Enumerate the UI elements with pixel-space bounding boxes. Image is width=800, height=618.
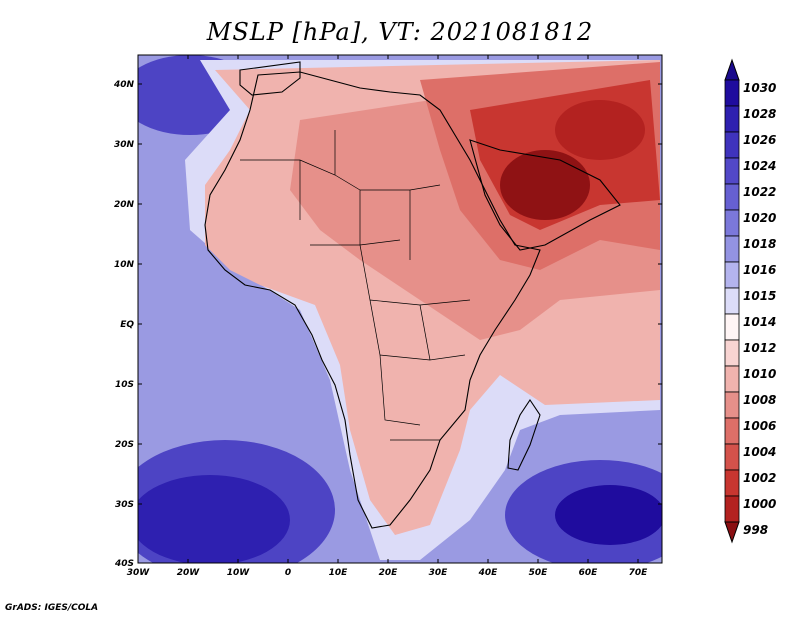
colorbar-label: 1020	[743, 211, 776, 225]
colorbar-label: 1028	[743, 107, 776, 121]
arabia-coast	[469, 139, 621, 251]
lon-label: 50E	[529, 568, 549, 578]
lon-label: 20E	[379, 568, 399, 578]
colorbar-swatch	[724, 417, 740, 445]
madagascar-coast	[507, 399, 541, 471]
colorbar-swatch	[724, 157, 740, 185]
colorbar-label: 1016	[743, 263, 776, 277]
country-borders	[240, 130, 471, 441]
colorbar-swatch	[724, 79, 740, 107]
colorbar-label: 1010	[743, 367, 776, 381]
lon-label: 40E	[478, 568, 499, 578]
colorbar-label: 1026	[743, 133, 776, 147]
lat-label: 30N	[114, 140, 135, 150]
axis-ticks: 30W 20W 10W 0 10E 20E 30E 40E 50E 60E 70E 40N 30N 20N…	[113, 55, 662, 578]
lon-label: 10W	[227, 568, 251, 578]
colorbar-swatch	[724, 209, 740, 237]
colorbar-label: 998	[743, 523, 768, 537]
colorbar-label: 1018	[743, 237, 776, 251]
colorbar-label: 1015	[743, 289, 776, 303]
iberia-coast	[239, 61, 301, 96]
colorbar-label: 1012	[743, 341, 776, 355]
lat-label: EQ	[120, 320, 134, 330]
lat-label: 40S	[114, 559, 134, 569]
colorbar-label: 1002	[743, 471, 776, 485]
lon-label: 70E	[629, 568, 649, 578]
colorbar-label: 1024	[743, 159, 776, 173]
colorbar-label: 1014	[743, 315, 776, 329]
lon-label: 10E	[329, 568, 349, 578]
colorbar-swatch	[724, 365, 740, 393]
coastlines	[204, 61, 621, 529]
colorbar-swatch	[724, 391, 740, 419]
lon-label: 20W	[177, 568, 201, 578]
africa-coast	[204, 71, 541, 529]
credit-text: GrADS: IGES/COLA	[5, 603, 99, 613]
iran-low	[555, 100, 645, 160]
colorbar-label: 1008	[743, 393, 776, 407]
heat-low-core	[500, 150, 590, 220]
lat-label: 10S	[115, 380, 134, 390]
colorbar-swatch	[724, 287, 740, 315]
lat-label: 10N	[114, 260, 135, 270]
colorbar: 1030 1028 1026 1024 1022 1020 1018 1016 1015 1014…	[724, 58, 776, 544]
pressure-field	[138, 55, 662, 563]
colorbar-label: 1022	[743, 185, 776, 199]
colorbar-swatch	[724, 495, 740, 523]
colorbar-swatch	[724, 313, 740, 341]
chart-title: MSLP [hPa], VT: 2021081812	[206, 18, 594, 46]
indian-ocean-high	[555, 485, 662, 545]
colorbar-top-arrow	[724, 58, 740, 81]
colorbar-bottom-arrow	[724, 521, 740, 544]
colorbar-swatch	[724, 235, 740, 263]
lat-label: 20N	[114, 200, 135, 210]
lat-label: 30S	[115, 500, 134, 510]
map-frame	[137, 54, 663, 564]
lon-label: 30W	[127, 568, 151, 578]
colorbar-swatch	[724, 469, 740, 497]
colorbar-label: 1004	[743, 445, 776, 459]
colorbar-swatch	[724, 105, 740, 133]
lat-label: 20S	[115, 440, 134, 450]
south-atlantic-high	[138, 475, 290, 563]
lon-label: 0	[285, 568, 291, 578]
colorbar-swatch	[724, 443, 740, 471]
colorbar-label: 1030	[743, 81, 776, 95]
colorbar-swatch	[724, 261, 740, 289]
colorbar-swatch	[724, 183, 740, 211]
colorbar-swatch	[724, 131, 740, 159]
colorbar-label: 1000	[743, 497, 776, 511]
colorbar-label: 1006	[743, 419, 776, 433]
lon-label: 60E	[579, 568, 599, 578]
lon-label: 30E	[429, 568, 449, 578]
colorbar-swatch	[724, 339, 740, 367]
lat-label: 40N	[113, 80, 135, 90]
